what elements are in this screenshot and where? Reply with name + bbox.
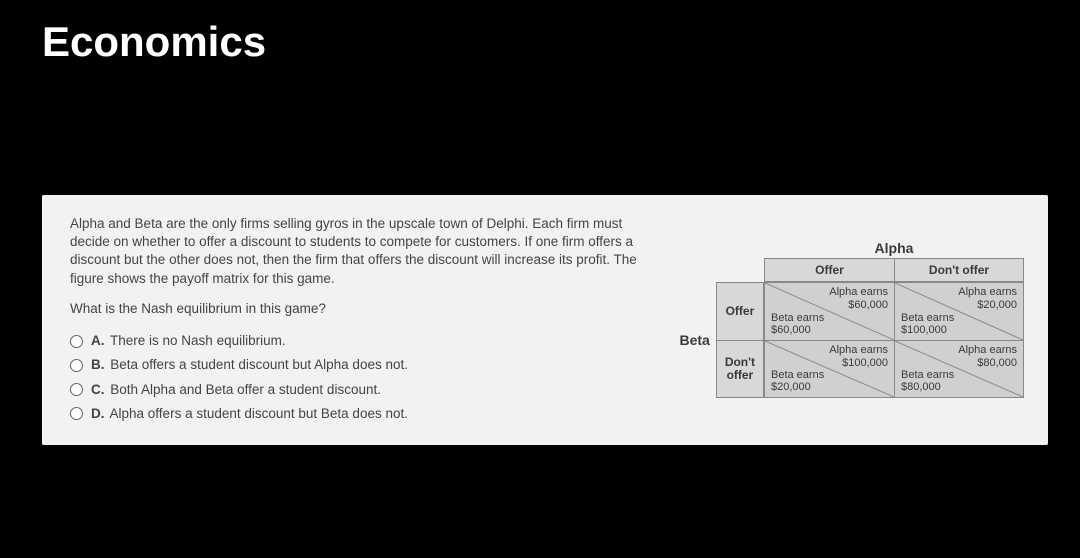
column-player-label: Alpha xyxy=(764,240,1024,258)
cell-offer-offer: Alpha earns $60,000 Beta earns $60,000 xyxy=(764,282,894,340)
option-a[interactable]: A. There is no Nash equilibrium. xyxy=(70,332,655,350)
alpha-earns-value: $80,000 xyxy=(958,357,1017,370)
radio-icon xyxy=(70,335,83,348)
option-text: Alpha offers a student discount but Beta… xyxy=(110,406,408,421)
option-letter: D. xyxy=(91,406,105,421)
row-player-label: Beta xyxy=(679,282,715,398)
option-letter: B. xyxy=(91,357,105,372)
alpha-earns-value: $100,000 xyxy=(829,357,888,370)
radio-icon xyxy=(70,407,83,420)
alpha-earns-value: $20,000 xyxy=(958,299,1017,312)
option-c[interactable]: C. Both Alpha and Beta offer a student d… xyxy=(70,381,655,399)
option-text: Beta offers a student discount but Alpha… xyxy=(110,357,408,372)
option-letter: C. xyxy=(91,382,105,397)
beta-earns-value: $80,000 xyxy=(901,381,954,394)
cell-dont-offer: Alpha earns $100,000 Beta earns $20,000 xyxy=(764,340,894,398)
option-letter: A. xyxy=(91,333,105,348)
beta-earns-label: Beta earns xyxy=(901,312,954,325)
col-header-dont-offer: Don't offer xyxy=(894,258,1024,282)
beta-earns-label: Beta earns xyxy=(901,369,954,382)
alpha-earns-label: Alpha earns xyxy=(958,344,1017,357)
radio-icon xyxy=(70,359,83,372)
row-header-dont-offer: Don't offer xyxy=(716,340,764,398)
alpha-earns-value: $60,000 xyxy=(829,299,888,312)
col-header-offer: Offer xyxy=(764,258,894,282)
cell-offer-dont: Alpha earns $20,000 Beta earns $100,000 xyxy=(894,282,1024,340)
question-prompt: What is the Nash equilibrium in this gam… xyxy=(70,300,655,318)
question-card: Alpha and Beta are the only firms sellin… xyxy=(42,195,1048,445)
radio-icon xyxy=(70,383,83,396)
option-b[interactable]: B. Beta offers a student discount but Al… xyxy=(70,356,655,374)
row-header-dont-line1: Don't xyxy=(725,356,755,369)
page-title: Economics xyxy=(0,0,1080,66)
beta-earns-value: $60,000 xyxy=(771,324,824,337)
beta-earns-label: Beta earns xyxy=(771,312,824,325)
option-text: Both Alpha and Beta offer a student disc… xyxy=(110,382,381,397)
payoff-matrix: Alpha Offer Don't offer Beta Offer Don't… xyxy=(679,240,1024,398)
option-text: There is no Nash equilibrium. xyxy=(110,333,286,348)
cell-dont-dont: Alpha earns $80,000 Beta earns $80,000 xyxy=(894,340,1024,398)
question-text-column: Alpha and Beta are the only firms sellin… xyxy=(70,215,655,423)
beta-earns-value: $20,000 xyxy=(771,381,824,394)
beta-earns-value: $100,000 xyxy=(901,324,954,337)
row-header-dont-line2: offer xyxy=(727,369,754,382)
row-header-offer: Offer xyxy=(716,282,764,340)
alpha-earns-label: Alpha earns xyxy=(958,286,1017,299)
payoff-matrix-column: Alpha Offer Don't offer Beta Offer Don't… xyxy=(679,215,1024,423)
option-d[interactable]: D. Alpha offers a student discount but B… xyxy=(70,405,655,423)
options-list: A. There is no Nash equilibrium. B. Beta… xyxy=(70,332,655,423)
alpha-earns-label: Alpha earns xyxy=(829,344,888,357)
beta-earns-label: Beta earns xyxy=(771,369,824,382)
alpha-earns-label: Alpha earns xyxy=(829,286,888,299)
scenario-text: Alpha and Beta are the only firms sellin… xyxy=(70,215,655,288)
